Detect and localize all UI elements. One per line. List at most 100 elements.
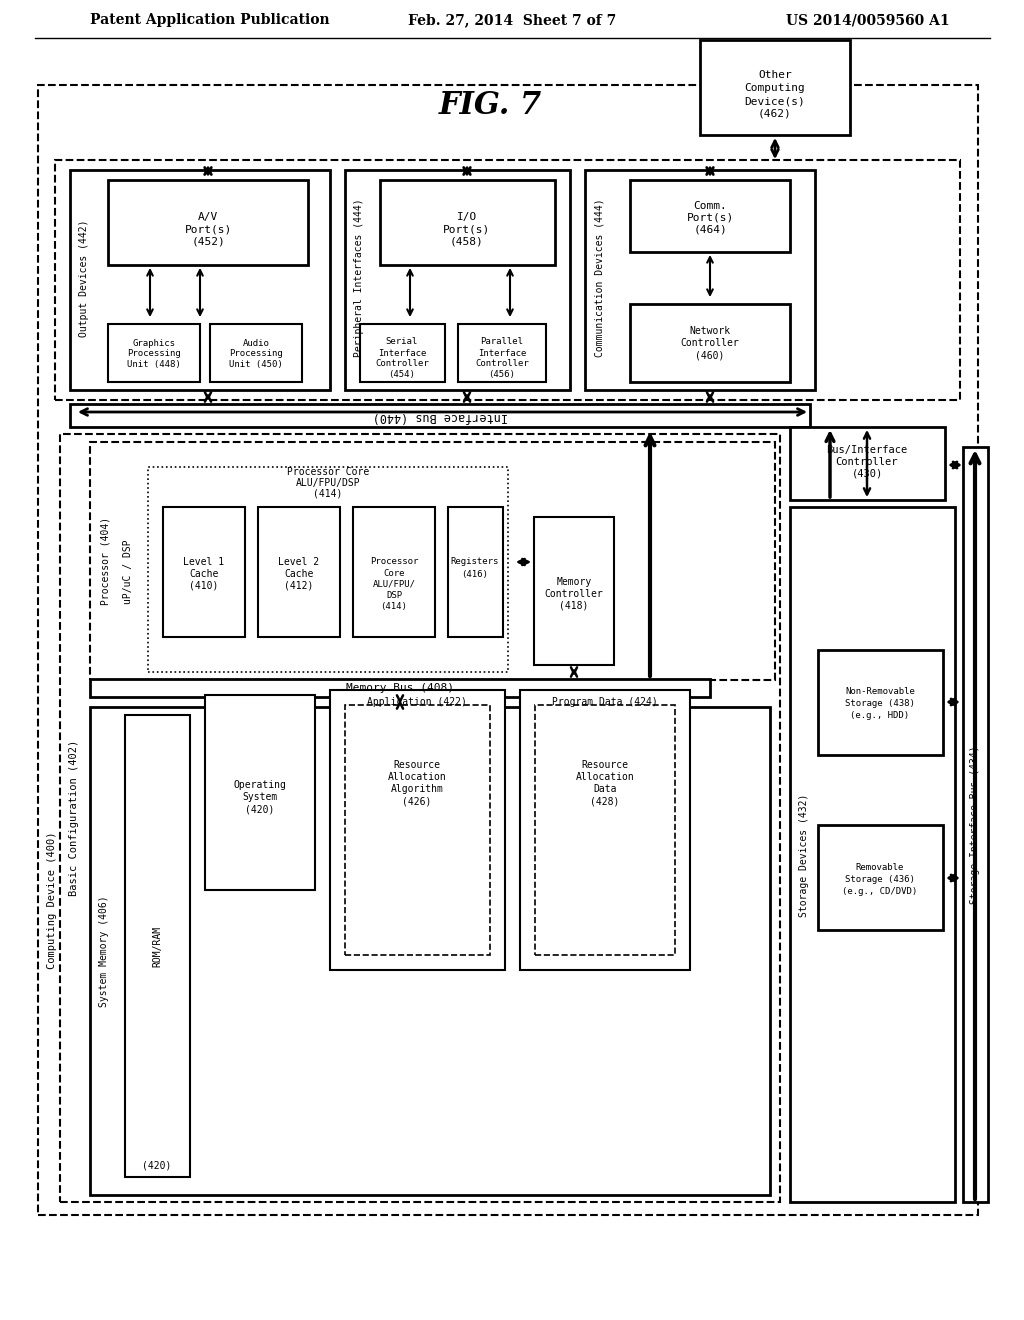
- Text: (428): (428): [590, 796, 620, 807]
- Bar: [360, 323, 445, 381]
- Text: Resource: Resource: [393, 760, 440, 770]
- Text: Controller: Controller: [475, 359, 528, 368]
- Text: Core: Core: [383, 569, 404, 578]
- Text: Data: Data: [593, 784, 616, 795]
- Text: Unit (448): Unit (448): [127, 360, 181, 370]
- Bar: [70, 170, 330, 389]
- Text: Storage Devices (432): Storage Devices (432): [799, 793, 809, 916]
- Bar: [818, 649, 943, 755]
- Text: Audio: Audio: [243, 338, 269, 347]
- Bar: [700, 40, 850, 135]
- Text: System Memory (406): System Memory (406): [99, 895, 109, 1007]
- Text: (464): (464): [693, 224, 727, 235]
- Text: (414): (414): [313, 488, 343, 499]
- Text: I/O: I/O: [457, 213, 477, 222]
- Text: Device(s): Device(s): [744, 96, 805, 106]
- Text: Processing: Processing: [127, 350, 181, 359]
- Text: Port(s): Port(s): [443, 224, 490, 234]
- Bar: [535, 705, 675, 954]
- Text: FIG. 7: FIG. 7: [438, 90, 542, 120]
- Bar: [108, 180, 308, 265]
- Text: (426): (426): [402, 796, 432, 807]
- Text: Output Devices (442): Output Devices (442): [79, 219, 89, 337]
- Text: Storage (438): Storage (438): [845, 700, 914, 709]
- Text: Graphics: Graphics: [132, 338, 175, 347]
- Bar: [790, 426, 945, 500]
- Text: Peripheral Interfaces (444): Peripheral Interfaces (444): [354, 199, 364, 358]
- Bar: [163, 507, 245, 638]
- Text: Memory Bus (408): Memory Bus (408): [346, 682, 454, 693]
- Text: Port(s): Port(s): [686, 213, 733, 223]
- Text: Operating: Operating: [233, 780, 287, 789]
- Bar: [125, 715, 190, 1177]
- Text: Non-Removable: Non-Removable: [845, 688, 914, 697]
- Text: ALU/FPU/: ALU/FPU/: [373, 579, 416, 589]
- Text: Computing: Computing: [744, 83, 805, 92]
- Text: Serial: Serial: [386, 338, 418, 346]
- Text: Storage Interface Bus (434): Storage Interface Bus (434): [970, 746, 980, 904]
- Text: Controller: Controller: [836, 457, 898, 467]
- Text: A/V: A/V: [198, 213, 218, 222]
- Text: (452): (452): [191, 236, 225, 246]
- Bar: [205, 696, 315, 890]
- Bar: [458, 323, 546, 381]
- Text: ROM/RAM: ROM/RAM: [152, 925, 162, 966]
- Text: US 2014/0059560 A1: US 2014/0059560 A1: [786, 13, 950, 26]
- Text: (460): (460): [695, 350, 725, 360]
- Text: Interface: Interface: [478, 348, 526, 358]
- Text: Controller: Controller: [545, 589, 603, 599]
- Text: Bus/Interface: Bus/Interface: [826, 445, 907, 455]
- Text: (412): (412): [285, 581, 313, 591]
- Text: (410): (410): [189, 581, 219, 591]
- Text: Computing Device (400): Computing Device (400): [47, 832, 57, 969]
- Text: Allocation: Allocation: [575, 772, 635, 781]
- Text: Processing: Processing: [229, 350, 283, 359]
- Text: Resource: Resource: [582, 760, 629, 770]
- Bar: [380, 180, 555, 265]
- Text: (454): (454): [388, 371, 416, 380]
- Text: (416): (416): [462, 569, 488, 578]
- Text: (430): (430): [851, 469, 883, 479]
- Bar: [630, 304, 790, 381]
- Text: (418): (418): [559, 601, 589, 611]
- Bar: [108, 323, 200, 381]
- Text: Comm.: Comm.: [693, 201, 727, 211]
- Text: Application (422): Application (422): [367, 697, 467, 708]
- Text: Other: Other: [758, 70, 792, 81]
- Text: (420): (420): [246, 804, 274, 814]
- Bar: [534, 517, 614, 665]
- Text: Level 1: Level 1: [183, 557, 224, 568]
- Text: Feb. 27, 2014  Sheet 7 of 7: Feb. 27, 2014 Sheet 7 of 7: [408, 13, 616, 26]
- Text: Unit (450): Unit (450): [229, 360, 283, 370]
- Bar: [90, 442, 775, 680]
- Text: Memory: Memory: [556, 577, 592, 587]
- Text: Cache: Cache: [189, 569, 219, 579]
- Text: DSP: DSP: [386, 590, 402, 599]
- Text: System: System: [243, 792, 278, 803]
- Bar: [449, 507, 503, 638]
- Text: Level 2: Level 2: [279, 557, 319, 568]
- Bar: [353, 507, 435, 638]
- Bar: [148, 467, 508, 672]
- Text: Basic Configuration (402): Basic Configuration (402): [69, 741, 79, 896]
- Bar: [345, 170, 570, 389]
- Text: (420): (420): [142, 1160, 172, 1170]
- Text: Registers: Registers: [451, 557, 499, 566]
- Bar: [630, 180, 790, 252]
- Bar: [60, 434, 780, 1203]
- Text: (e.g., HDD): (e.g., HDD): [851, 711, 909, 721]
- Text: ALU/FPU/DSP: ALU/FPU/DSP: [296, 478, 360, 488]
- Bar: [520, 690, 690, 970]
- Bar: [818, 825, 943, 931]
- Text: Algorithm: Algorithm: [390, 784, 443, 795]
- Bar: [330, 690, 505, 970]
- Bar: [38, 84, 978, 1214]
- Text: Storage (436): Storage (436): [845, 874, 914, 883]
- Text: Processor (404): Processor (404): [100, 517, 110, 605]
- Text: Program Data (424): Program Data (424): [552, 697, 657, 708]
- Bar: [963, 447, 988, 1203]
- Text: (462): (462): [758, 110, 792, 119]
- Text: Parallel: Parallel: [480, 338, 523, 346]
- Text: (414): (414): [381, 602, 408, 610]
- Bar: [210, 323, 302, 381]
